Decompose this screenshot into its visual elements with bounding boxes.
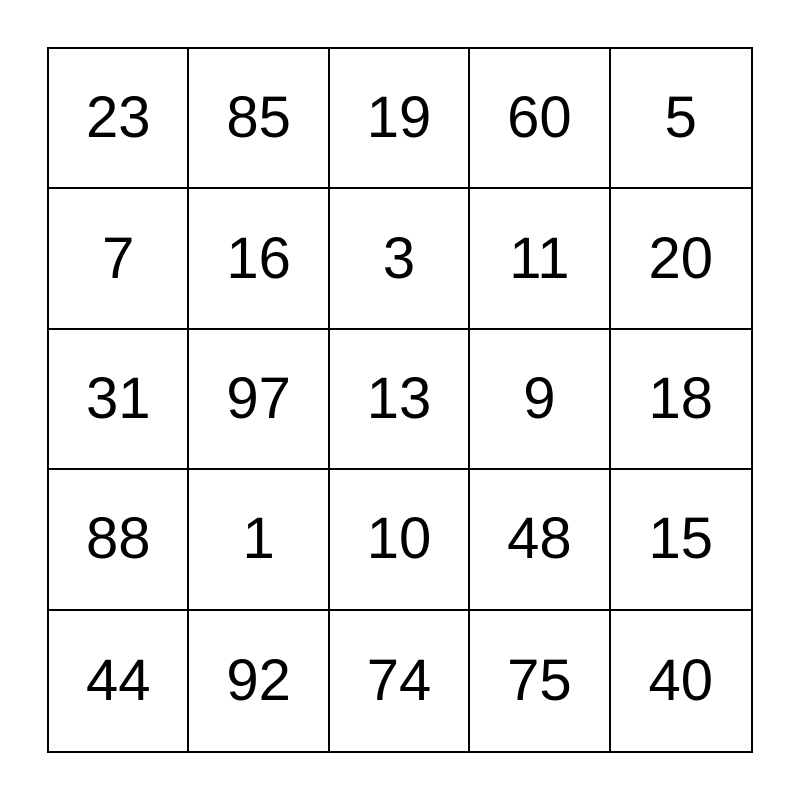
bingo-cell-r2c4: 11 [470,189,611,330]
bingo-cell-r2c3: 3 [329,189,471,330]
bingo-cell-r5c5: 40 [610,610,751,751]
bingo-cell-r3c3: 13 [329,329,471,471]
bingo-cell-r4c3: 10 [329,470,471,611]
bingo-cell-r4c1: 88 [49,470,190,611]
bingo-cell-r2c5: 20 [610,189,751,330]
bingo-cell-r3c1: 31 [49,329,190,471]
bingo-cell-r3c5: 18 [610,329,751,471]
bingo-cell-r4c4: 48 [470,470,611,611]
bingo-cell-r1c5: 5 [610,49,751,190]
bingo-cell-r3c2: 97 [189,329,330,471]
bingo-cell-r1c1: 23 [49,49,190,190]
bingo-grid: 23 85 19 60 5 7 16 3 11 20 31 97 13 9 18… [47,47,753,753]
bingo-cell-r3c4: 9 [470,329,611,471]
bingo-cell-r5c4: 75 [470,610,611,751]
bingo-cell-r1c4: 60 [470,49,611,190]
bingo-cell-r1c2: 85 [189,49,330,190]
bingo-cell-r1c3: 19 [329,49,471,190]
bingo-cell-r2c2: 16 [189,189,330,330]
bingo-cell-r5c1: 44 [49,610,190,751]
bingo-cell-r5c2: 92 [189,610,330,751]
bingo-cell-r4c5: 15 [610,470,751,611]
bingo-cell-r2c1: 7 [49,189,190,330]
bingo-cell-r5c3: 74 [329,610,471,751]
bingo-cell-r4c2: 1 [189,470,330,611]
